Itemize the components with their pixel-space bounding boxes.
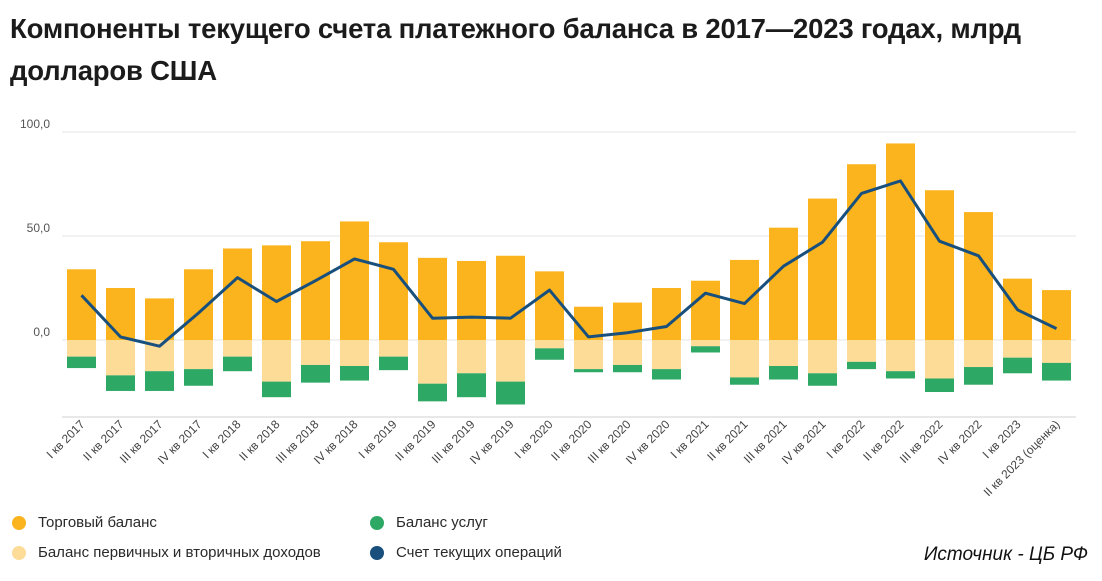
legend-item-income: Баланс первичных и вторичных доходов bbox=[12, 544, 321, 561]
legend-item-current: Счет текущих операций bbox=[370, 544, 562, 561]
services-bar bbox=[145, 371, 174, 391]
income-bar bbox=[457, 340, 486, 374]
trade-bar bbox=[691, 280, 720, 340]
trade-bar bbox=[886, 143, 915, 340]
services-bar bbox=[457, 373, 486, 398]
services-bar bbox=[1003, 357, 1032, 374]
trade-bar bbox=[340, 221, 369, 340]
y-tick-label: 100,0 bbox=[20, 117, 50, 131]
services-bar bbox=[301, 364, 330, 383]
services-bar bbox=[379, 356, 408, 371]
services-bar bbox=[106, 375, 135, 391]
trade-bar bbox=[769, 227, 798, 340]
services-bar bbox=[574, 369, 603, 373]
trade-bar bbox=[652, 288, 681, 340]
income-bar bbox=[223, 340, 252, 357]
income-bar bbox=[730, 340, 759, 378]
trade-bar bbox=[457, 260, 486, 340]
income-bar bbox=[340, 340, 369, 366]
income-bar bbox=[691, 340, 720, 347]
trade-bar bbox=[223, 248, 252, 340]
income-bar bbox=[301, 340, 330, 365]
services-bar bbox=[964, 367, 993, 385]
income-bar bbox=[184, 340, 213, 370]
legend-label-trade: Торговый баланс bbox=[38, 514, 157, 531]
income-bar bbox=[574, 340, 603, 370]
income-bar bbox=[1003, 340, 1032, 358]
services-bar bbox=[769, 366, 798, 380]
y-axis-labels: 0,0 50,0 100,0 bbox=[20, 117, 50, 339]
services-bar bbox=[496, 381, 525, 405]
trade-bar bbox=[925, 190, 954, 340]
grid-lines bbox=[62, 131, 1076, 418]
income-bar bbox=[808, 340, 837, 374]
legend-label-income: Баланс первичных и вторичных доходов bbox=[38, 544, 321, 561]
income-bar bbox=[67, 340, 96, 357]
income-bar bbox=[535, 340, 564, 349]
y-tick-label: 0,0 bbox=[33, 325, 50, 339]
services-bar bbox=[1042, 362, 1071, 381]
legend-label-services: Баланс услуг bbox=[396, 514, 488, 531]
income-bar bbox=[418, 340, 447, 384]
income-bar bbox=[847, 340, 876, 362]
legend-swatch-services bbox=[370, 515, 384, 530]
trade-bar bbox=[1042, 290, 1071, 340]
chart-title: Компоненты текущего счета платежного бал… bbox=[10, 13, 1021, 86]
trade-bar bbox=[496, 255, 525, 340]
legend-item-trade: Торговый баланс bbox=[12, 514, 157, 531]
legend-label-current: Счет текущих операций bbox=[396, 544, 562, 561]
trade-bar bbox=[418, 257, 447, 340]
services-bar bbox=[613, 364, 642, 373]
services-bar bbox=[847, 361, 876, 370]
trade-bar bbox=[379, 242, 408, 340]
services-bar bbox=[886, 371, 915, 379]
services-bar bbox=[184, 369, 213, 386]
services-bar bbox=[418, 383, 447, 402]
trade-bar bbox=[964, 212, 993, 340]
legend-swatch-trade bbox=[12, 515, 26, 530]
income-bar bbox=[1042, 340, 1071, 363]
services-bar bbox=[67, 356, 96, 369]
trade-bar bbox=[808, 198, 837, 340]
services-bar bbox=[691, 346, 720, 353]
income-bar bbox=[652, 340, 681, 370]
trade-bar bbox=[262, 245, 291, 340]
legend-swatch-current bbox=[370, 545, 384, 560]
x-tick-label: II кв 2023 (оценка) bbox=[981, 417, 1063, 499]
trade-bar bbox=[301, 241, 330, 340]
bars bbox=[67, 143, 1071, 405]
source-note: Источник - ЦБ РФ bbox=[923, 544, 1088, 565]
services-bar bbox=[730, 377, 759, 385]
income-bar bbox=[769, 340, 798, 366]
income-bar bbox=[964, 340, 993, 368]
income-bar bbox=[613, 340, 642, 365]
trade-bar bbox=[106, 288, 135, 340]
income-bar bbox=[886, 340, 915, 372]
income-bar bbox=[106, 340, 135, 376]
services-bar bbox=[808, 373, 837, 386]
services-bar bbox=[925, 378, 954, 392]
income-bar bbox=[262, 340, 291, 382]
current-account-series-line bbox=[80, 179, 1058, 348]
legend-item-services: Баланс услуг bbox=[370, 514, 488, 531]
trade-bar bbox=[535, 271, 564, 340]
income-bar bbox=[379, 340, 408, 357]
services-bar bbox=[223, 356, 252, 372]
income-bar bbox=[496, 340, 525, 382]
services-bar bbox=[262, 381, 291, 398]
services-bar bbox=[535, 348, 564, 360]
services-bar bbox=[340, 366, 369, 381]
current-account-line bbox=[80, 179, 1058, 348]
income-bar bbox=[925, 340, 954, 379]
trade-bar bbox=[145, 298, 174, 340]
y-tick-label: 50,0 bbox=[27, 221, 51, 235]
services-bar bbox=[652, 369, 681, 380]
legend-swatch-income bbox=[12, 545, 26, 560]
legend: Торговый баланс Баланс первичных и втори… bbox=[12, 514, 712, 574]
